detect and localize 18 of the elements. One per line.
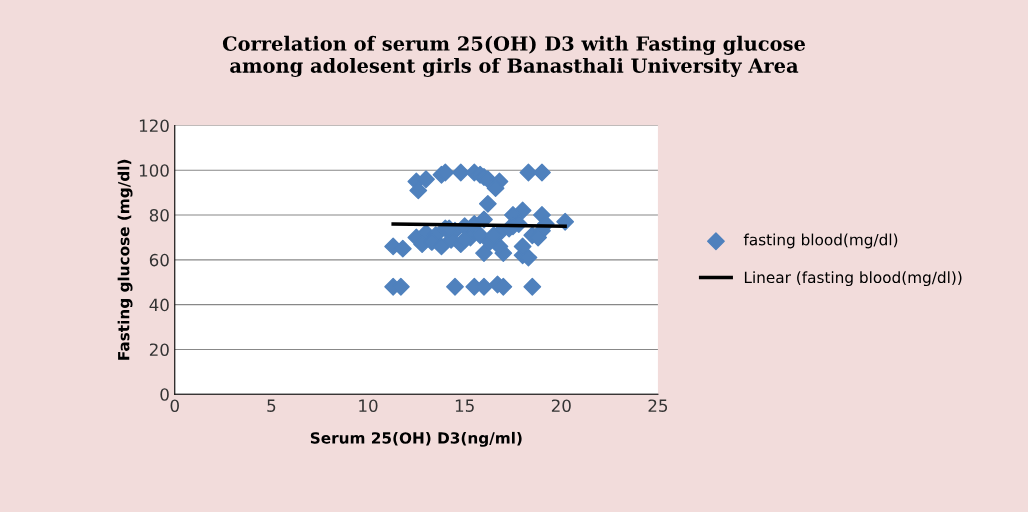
x-tick-label: 10 xyxy=(359,399,378,412)
y-tick-label: 0 xyxy=(160,388,169,401)
x-tick-label: 25 xyxy=(648,399,668,412)
x-tick-label: 0 xyxy=(170,399,179,412)
x-tick-label: 20 xyxy=(551,399,571,412)
chart-title: Correlation of serum 25(OH) D3 with Fasting glucose among adolesent girls of Banasthali University Area xyxy=(222,35,806,77)
y-tick-label: 40 xyxy=(149,298,169,312)
x-axis-title: Serum 25(OH) D3(ng/ml) xyxy=(310,431,522,447)
y-tick-label: 100 xyxy=(139,164,169,177)
y-axis-title: Fasting glucose (mg/dl) xyxy=(117,159,133,360)
y-tick-label: 80 xyxy=(149,209,169,222)
legend-label: Linear (fasting blood(mg/dl)) xyxy=(744,271,962,287)
y-tick-label: 60 xyxy=(149,253,169,267)
y-tick-label: 120 xyxy=(139,119,169,133)
y-tick-label: 20 xyxy=(149,343,169,357)
x-tick-label: 5 xyxy=(267,399,276,412)
legend-label: fasting blood(mg/dl) xyxy=(743,233,898,249)
x-tick-label: 15 xyxy=(455,399,474,412)
